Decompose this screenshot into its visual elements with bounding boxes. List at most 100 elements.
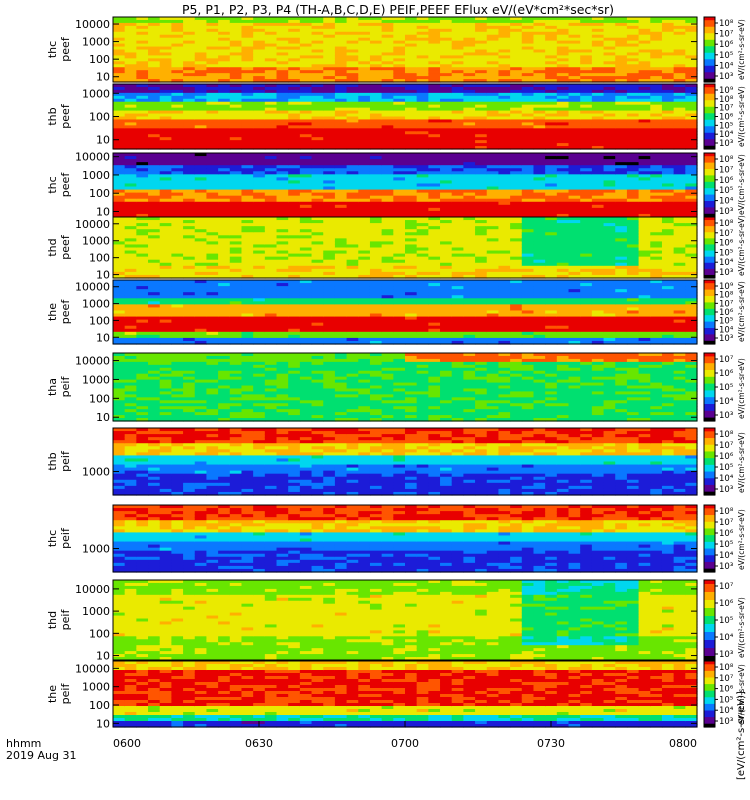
spectrogram-cell [428,52,441,56]
spectrogram-cell [241,220,254,224]
spectrogram-cell [253,128,266,132]
spectrogram-cell [323,280,336,284]
spectrogram-cell [591,220,605,224]
spectrogram-cell [556,153,570,157]
spectrogram-cell [603,73,616,77]
spectrogram-cell [299,101,313,106]
spectrogram-cell [580,49,593,54]
spectrogram-cell [206,168,219,172]
spectrogram-cell [183,58,196,62]
spectrogram-cell [159,34,172,39]
spectrogram-cell [451,113,464,118]
spectrogram-cell [615,174,628,178]
spectrogram-cell [229,238,243,242]
spectrogram-cell [299,46,313,51]
spectrogram-cell [358,70,371,74]
spectrogram-cell [463,73,476,77]
spectrogram-cell [475,210,488,215]
spectrogram-cell [124,283,137,287]
spectrogram-cell [521,271,535,276]
spectrogram-cell [685,253,698,258]
spectrogram-cell [498,37,511,42]
spectrogram-cell [510,86,523,91]
spectrogram-cell [393,247,406,252]
spectrogram-cell [299,334,313,339]
colorbar-step [704,126,715,129]
spectrogram-cell [276,238,289,242]
spectrogram-cell [393,156,406,160]
spectrogram-cell [148,31,161,36]
spectrogram-cell [603,40,616,45]
spectrogram-cell [685,180,698,185]
spectrogram-cell [311,186,324,191]
spectrogram-cell [498,171,511,175]
spectrogram-cell [334,143,348,147]
spectrogram-cell [498,40,511,45]
spectrogram-cell [638,207,651,212]
spectrogram-cell [381,183,394,188]
spectrogram-cell [451,250,464,255]
spectrogram-cell [241,241,254,246]
spectrogram-cell [334,92,348,97]
spectrogram-cell [206,156,219,160]
spectrogram-cell [323,174,336,178]
spectrogram-cell [545,235,558,239]
spectrogram-cell [661,49,675,54]
spectrogram-cell [159,92,172,97]
spectrogram-cell [288,235,301,239]
spectrogram-cell [475,22,488,27]
spectrogram-cell [580,217,593,221]
spectrogram-cell [486,198,500,203]
spectrogram-cell [124,107,137,112]
spectrogram-cell [276,119,289,123]
spectrogram-cell [346,168,359,172]
spectrogram-cell [638,28,651,33]
spectrogram-cell [229,262,243,267]
spectrogram-cell [556,107,570,112]
spectrogram-cell [405,104,418,109]
spectrogram-cell [451,162,464,166]
spectrogram-cell [416,192,429,197]
spectrogram-cell [626,168,640,172]
spectrogram-cell [416,241,429,246]
spectrogram-cell [299,43,313,48]
spectrogram-cell [510,223,523,227]
spectrogram-cell [451,274,464,279]
spectrogram-cell [638,256,651,261]
spectrogram-cell [556,113,570,118]
spectrogram-cell [556,134,570,138]
spectrogram-cell [498,217,511,221]
spectrogram-cell [253,122,266,126]
spectrogram-cell [661,226,675,230]
spectrogram-cell [615,213,628,218]
spectrogram-cell [381,107,394,112]
spectrogram-cell [486,22,500,27]
spectrogram-cell [334,37,348,42]
spectrogram-cell [428,235,441,239]
y-tick-label: 10000 [75,18,110,31]
spectrogram-cell [253,271,266,276]
spectrogram-cell [171,153,184,157]
spectrogram-cell [638,84,651,88]
spectrogram-cell [171,146,184,150]
spectrogram-cell [685,262,698,267]
spectrogram-cell [171,195,184,200]
spectrogram-cell [673,174,686,178]
spectrogram-cell [405,253,418,258]
spectrogram-cell [568,220,581,224]
spectrogram-cell [358,17,371,21]
spectrogram-cell [545,73,558,77]
spectrogram-cell [253,153,266,157]
spectrogram-cell [358,337,371,342]
spectrogram-cell [405,213,418,218]
colorbar-step [704,201,715,204]
spectrogram-cell [218,331,231,336]
spectrogram-cell [545,43,558,48]
spectrogram-cell [241,262,254,267]
spectrogram-cell [323,131,336,135]
spectrogram-cell [615,253,628,258]
spectrogram-cell [148,235,161,239]
spectrogram-cell [288,159,301,163]
spectrogram-cell [241,143,254,147]
spectrogram-cell [253,319,266,324]
